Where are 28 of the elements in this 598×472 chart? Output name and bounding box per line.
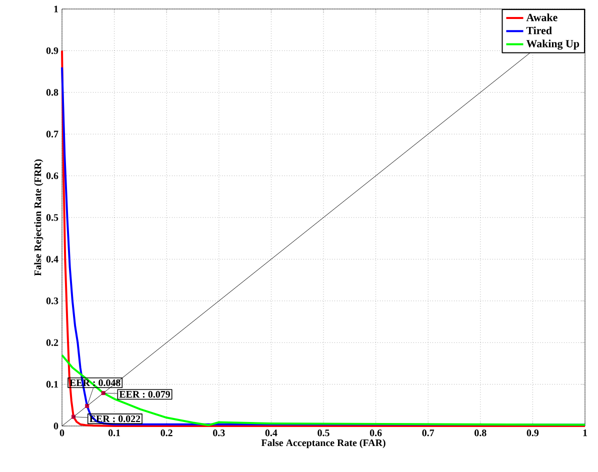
y-tick-label: 0.8 [46,89,58,96]
y-tick-label: 0.2 [46,339,58,346]
y-tick-label: 0.6 [46,172,58,180]
y-tick-label: 0.9 [46,47,58,54]
y-tick-label: 0.7 [46,130,58,138]
x-tick-label: 0.9 [526,430,539,436]
x-tick-label: 0.3 [213,430,225,436]
x-tick-label: 0.5 [318,430,330,436]
legend-label: Waking Up [526,40,580,50]
x-tick-label: 0.4 [265,430,278,436]
y-axis-title: False Rejection Rate (FRR) [34,159,44,276]
y-tick-label: 0.1 [46,380,58,388]
legend-label: Awake [526,13,558,22]
x-tick-label: 0 [60,430,64,436]
annotation: EER : 0.079 [119,390,170,398]
y-tick-label: 0.5 [46,214,58,221]
y-tick-label: 0.3 [46,298,58,304]
x-tick-label: 0.8 [474,430,486,436]
x-tick-label: 0.6 [370,430,382,436]
y-tick-label: 0.4 [46,256,58,263]
x-axis-title: False Acceptance Rate (FAR) [261,439,386,448]
x-tick-label: 1 [583,430,587,436]
x-tick-label: 0.2 [160,430,172,436]
y-tick-label: 0 [54,422,58,430]
y-tick-label: 1 [54,6,58,12]
x-tick-label: 0.1 [108,430,120,436]
legend-label: Tired [526,26,552,34]
x-tick-label: 0.7 [422,430,434,436]
